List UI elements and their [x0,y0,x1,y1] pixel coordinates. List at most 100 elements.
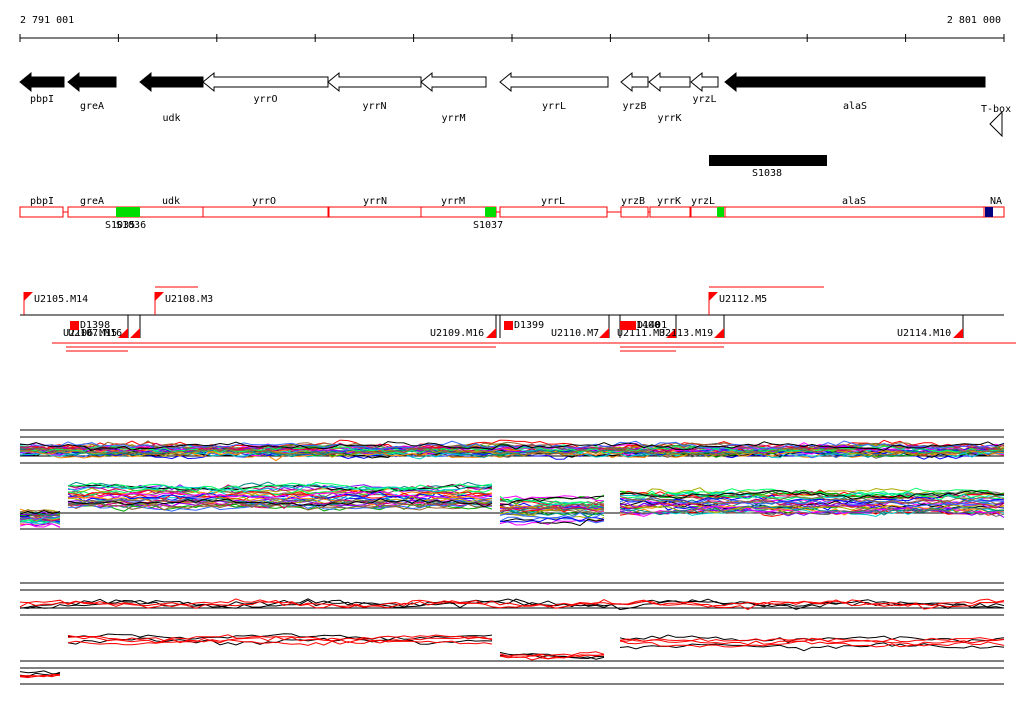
tu-U2105-flag [24,292,33,301]
expression-curve [67,490,493,500]
gene-yrzB[interactable]: yrzB [620,71,649,112]
gene-yrrK[interactable]: yrrK [648,71,691,124]
tu-U2114-M10[interactable]: U2114.M10 [897,315,964,339]
ruler-ticks [19,34,1005,42]
expression-curve [19,441,1005,451]
gene-label-udk: udk [162,113,180,124]
gene-label-yrrO: yrrO [253,94,277,105]
gene-arrow-yrzB [620,71,649,93]
coordinate-start-label: 2 791 001 [20,15,74,26]
expression-curve [499,511,605,519]
tu-U2113-M19[interactable]: U2113.M19 [659,315,725,339]
tu-U2105-M14[interactable]: U2105.M14 [23,292,116,316]
marker-D1400-box [620,321,629,330]
feature-yrzL-green[interactable] [717,207,724,217]
feature-NA-navy[interactable] [985,207,993,217]
tu-U2105-label: U2105.M14 [34,294,88,305]
tu-U2113-terminator [714,328,724,338]
expression-curve [619,495,1005,505]
gene-arrow-alaS [724,71,986,93]
tu-U2112-label: U2112.M5 [719,294,767,305]
expression-curve [19,523,61,528]
marker-D1399[interactable]: D1399 [504,320,544,331]
annotation-box-alaS[interactable] [724,206,985,218]
gene-yrrL[interactable]: yrrL [499,71,609,112]
tu-U2109-terminator [486,328,496,338]
gene-label-pbpI: pbpI [30,94,54,105]
expression-curve [19,670,61,675]
gene-yrrN[interactable]: yrrN [327,71,422,112]
annotation-box-pbpI[interactable] [19,206,64,218]
annotation-box-yrrN[interactable] [328,206,422,218]
gene-arrow-pbpI [19,71,65,93]
expression-curve [499,516,605,523]
marker-D1401[interactable]: D1401 [627,320,667,331]
tu-U2110-M7[interactable]: U2110.M7 [499,315,610,339]
gene-udk[interactable]: udk [139,71,204,124]
marker-D1399-label: D1399 [514,320,544,331]
tu-U2106-terminator [118,328,128,338]
tu-U2109-M16[interactable]: U2109.M16 [430,315,497,339]
gene-arrow-udk [139,71,204,93]
s1038-feature[interactable]: S1038 [709,155,827,179]
tu-U2112-M5[interactable]: U2112.M5 [708,292,767,315]
gene-arrow-yrrL [499,71,609,93]
expression-curve [619,642,1005,652]
annotation-box-NA[interactable] [983,206,1005,218]
marker-D1400[interactable]: D1400 [620,320,660,331]
expression-curve [19,598,1005,609]
expression-curve [499,518,605,527]
gene-label-alaS: alaS [843,101,867,112]
expression-curve [499,509,605,516]
feature-S1035-green[interactable] [116,207,140,217]
marker-D1401-label: D1401 [637,320,667,331]
feature-label-S1035: S1035 [105,220,135,231]
expression-curve [67,633,493,641]
expression-curve [19,519,61,525]
tu-U2107-terminator [130,328,140,338]
gene-label-yrrL: yrrL [542,101,566,112]
gene-alaS[interactable]: alaS [724,71,986,112]
tbox-feature[interactable]: T-box [981,104,1011,138]
gene-label-yrrN: yrrN [362,101,386,112]
gene-greA[interactable]: greA [67,71,117,112]
gene-arrow-yrrO [202,71,329,93]
feature-label-S1037: S1037 [473,220,503,231]
tu-U2111-label: U2111.M3 [617,328,665,339]
expression-curve [19,509,61,513]
annotation-box-yrrM[interactable] [420,206,497,218]
expression-curve [19,444,1005,456]
expression-curve [19,516,61,521]
tu-U2110-terminator [599,328,609,338]
annotation-track: pbpI greA udk yrrO yrrN yrrM yrrL yrzB y… [19,196,1005,231]
annotation-box-yrrK[interactable] [649,206,691,218]
annotation-box-yrzB[interactable] [620,206,649,218]
feature-S1037-green[interactable] [485,207,496,217]
expression-curve [619,640,1005,648]
expression-curve [19,440,1005,451]
tu-U2108-label: U2108.M3 [165,294,213,305]
gene-pbpI[interactable]: pbpI [19,71,65,105]
annotation-label-yrrO: yrrO [252,196,276,207]
feature-label-S1036: S1036 [116,220,146,231]
marker-D1398[interactable]: D1398 [70,320,110,331]
tu-U2107-M16[interactable]: U2107.M16 [68,315,141,339]
expression-curve [19,598,1005,609]
tu-U2106-M15[interactable]: U2106.M15 [63,315,129,339]
annotation-box-greA[interactable] [67,206,119,218]
gene-yrzL[interactable]: yrzL [690,71,719,105]
gene-label-yrzL: yrzL [692,94,716,105]
gene-yrrO[interactable]: yrrO [202,71,329,105]
s1038-label: S1038 [752,168,782,179]
gene-yrrM[interactable]: yrrM [420,71,487,124]
tu-U2107-label: U2107.M16 [68,328,122,339]
transcription-unit-track: U2105.M14 U2108.M3 U2112.M5 U2106.M15 U2… [20,286,1016,352]
tu-U2108-M3[interactable]: U2108.M3 [154,292,213,315]
tu-U2110-label: U2110.M7 [551,328,599,339]
annotation-label-yrzL: yrzL [691,196,715,207]
gene-arrow-yrzL [690,71,719,93]
expression-curve [499,651,605,659]
annotation-box-yrrL[interactable] [499,206,608,218]
expression-curve [19,517,61,523]
annotation-box-yrrO[interactable] [202,206,329,218]
